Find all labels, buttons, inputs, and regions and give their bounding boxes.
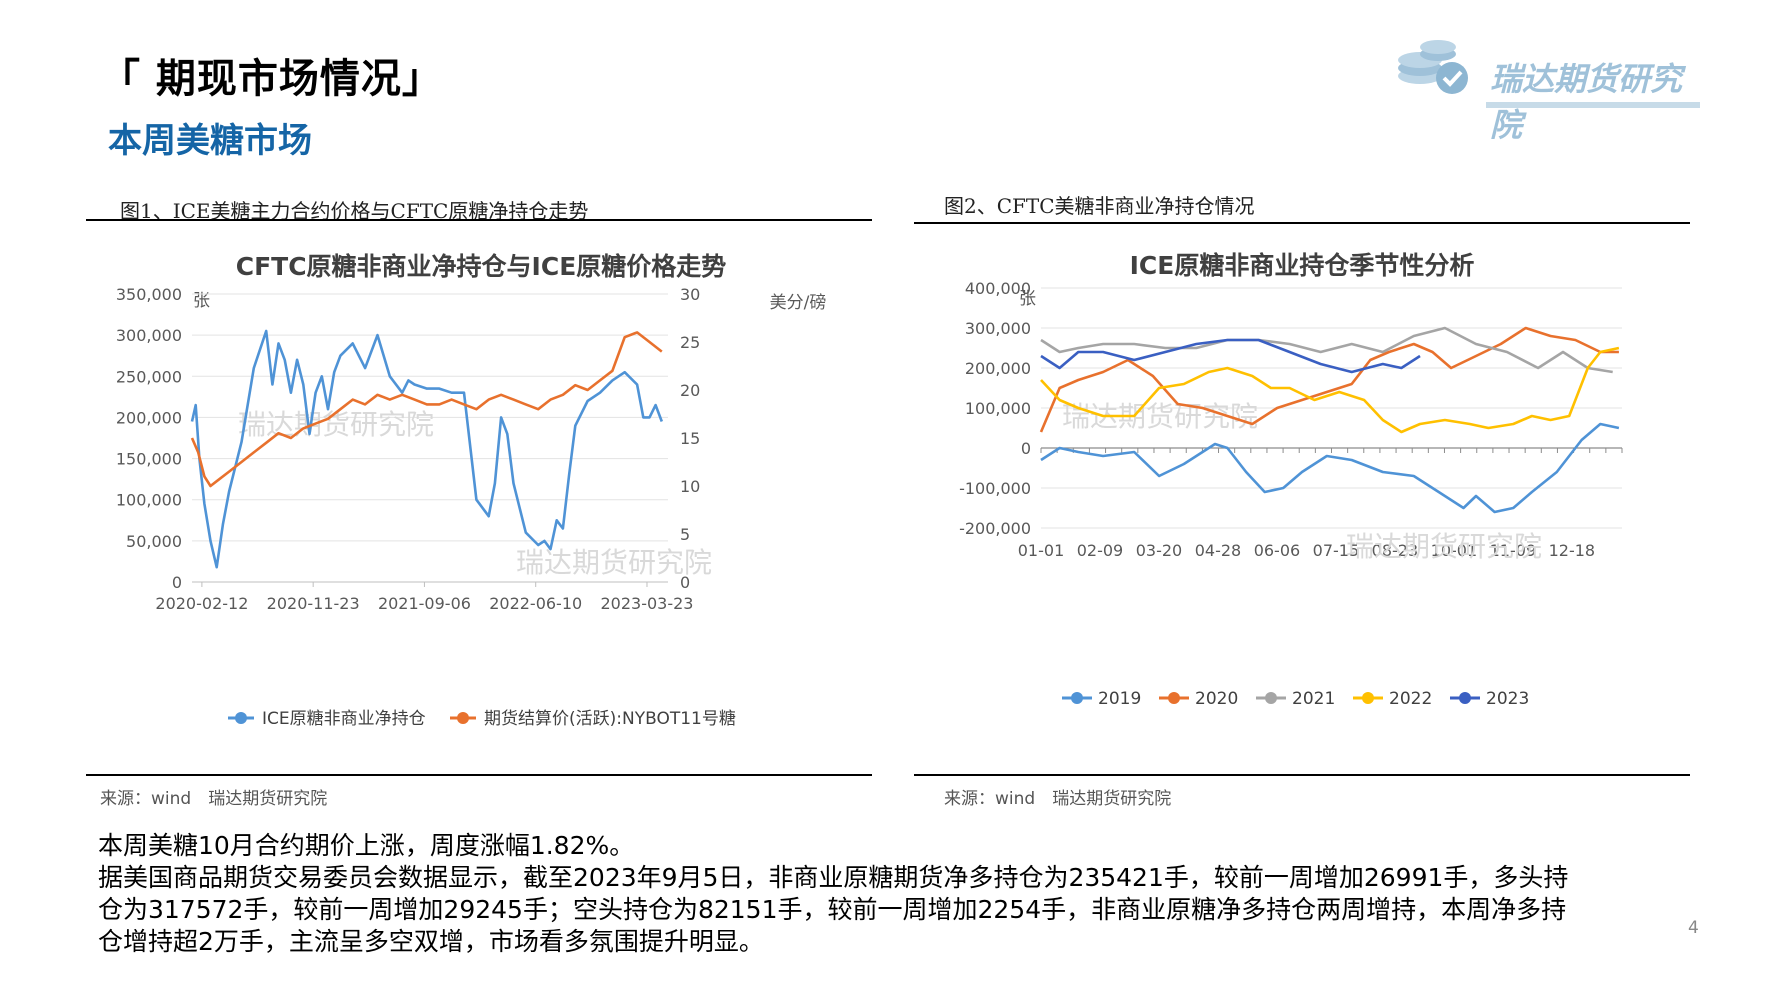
page-title: 「 期现市场情况」	[100, 56, 443, 102]
chart2-legend-label: 2020	[1195, 689, 1238, 709]
chart2-legend-label: 2022	[1389, 689, 1432, 709]
chart1-left-tick-label: 250,000	[116, 367, 182, 386]
figure2-caption: 图2、CFTC美糖非商业净持仓情况	[944, 194, 1255, 218]
page-number: 4	[1688, 918, 1699, 938]
chart1-x-tick-label: 2021-09-06	[378, 594, 471, 613]
chart2-x-tick-label: 08-23	[1372, 541, 1419, 560]
chart2-y-tick-label: -100,000	[959, 479, 1031, 498]
chart2-legend-marker	[1362, 692, 1374, 704]
chart1-legend-marker-1	[235, 712, 247, 724]
chart2-x-tick-label: 04-28	[1195, 541, 1242, 560]
chart1-left-tick-label: 150,000	[116, 450, 182, 469]
chart2-legend-label: 2023	[1486, 689, 1529, 709]
chart1-right-tick-label: 15	[680, 429, 700, 448]
chart1-series-1-line	[190, 329, 664, 569]
chart2-y-tick-label: -200,000	[959, 519, 1031, 538]
chart2-series-2020-line	[1039, 326, 1619, 433]
figure1-bottom-rule	[86, 774, 872, 776]
commentary-line-2: 据美国商品期货交易委员会数据显示，截至2023年9月5日，非商业原糖期货净多持仓…	[98, 863, 1569, 956]
chart1-left-tick-label: 350,000	[116, 285, 182, 304]
chart1-right-axis-unit: 美分/磅	[770, 293, 827, 313]
logo-text: 瑞达期货研究院	[1490, 60, 1683, 144]
chart2-title: ICE原糖非商业持仓季节性分析	[1130, 251, 1475, 280]
chart2-x-tick-label: 10-01	[1431, 541, 1478, 560]
chart1-x-tick-label: 2020-02-12	[155, 594, 248, 613]
chart2-x-tick-label: 06-06	[1254, 541, 1301, 560]
chart2-y-tick-label: 300,000	[965, 319, 1031, 338]
chart2-x-tick-label: 01-01	[1018, 541, 1065, 560]
chart2-x-tick-label: 07-15	[1313, 541, 1360, 560]
chart1-title: CFTC原糖非商业净持仓与ICE原糖价格走势	[236, 252, 727, 281]
chart2-legend-label: 2019	[1098, 689, 1141, 709]
chart1-left-axis-unit: 张	[193, 291, 210, 311]
chart1-legend-label-2: 期货结算价(活跃):NYBOT11号糖	[484, 709, 736, 729]
chart1-x-tick-label: 2022-06-10	[489, 594, 582, 613]
chart1-watermark-2: 瑞达期货研究院	[516, 546, 712, 579]
figure1-top-rule	[86, 219, 872, 221]
chart2-series-2019-line	[1040, 422, 1620, 514]
coins-icon	[1398, 40, 1700, 108]
chart1-left-tick-label: 100,000	[116, 491, 182, 510]
chart1-right-tick-label: 30	[680, 285, 700, 304]
commentary: 本周美糖10月合约期价上涨，周度涨幅1.82%。 据美国商品期货交易委员会数据显…	[98, 830, 1578, 958]
chart1-right-tick-label: 5	[680, 525, 690, 544]
chart1-right-tick-label: 0	[680, 573, 690, 592]
figure1-source: 来源：wind 瑞达期货研究院	[100, 789, 328, 809]
chart2-series-2022-line	[1040, 346, 1620, 434]
chart1-x-tick-label: 2023-03-23	[600, 594, 693, 613]
chart2-legend-marker	[1168, 692, 1180, 704]
chart2-axis-unit: 张	[1019, 289, 1036, 309]
chart2-x-tick-label: 03-20	[1136, 541, 1183, 560]
chart2-y-tick-label: 0	[1021, 439, 1031, 458]
chart2-y-tick-label: 100,000	[965, 399, 1031, 418]
chart2-y-tick-label: 200,000	[965, 359, 1031, 378]
figure2-bottom-rule	[914, 774, 1690, 776]
chart2-series-2023-line	[1040, 338, 1421, 374]
chart1-right-tick-label: 10	[680, 477, 700, 496]
chart2-x-tick-label: 12-18	[1549, 541, 1596, 560]
chart1-left-tick-label: 300,000	[116, 326, 182, 345]
chart1: CFTC原糖非商业净持仓与ICE原糖价格走势 张 美分/磅 350,000300…	[116, 252, 827, 729]
figure2-top-rule	[914, 222, 1690, 224]
company-logo: 瑞达期货研究院	[1390, 36, 1710, 144]
chart2-legend-marker	[1071, 692, 1083, 704]
chart1-legend-marker-2	[457, 712, 469, 724]
page-subtitle: 本周美糖市场	[108, 121, 312, 161]
commentary-line-1: 本周美糖10月合约期价上涨，周度涨幅1.82%。	[98, 831, 635, 860]
chart1-right-tick-label: 20	[680, 381, 700, 400]
chart1-x-tick-label: 2020-11-23	[267, 594, 360, 613]
chart1-left-tick-label: 0	[172, 573, 182, 592]
chart2-legend-marker	[1265, 692, 1277, 704]
chart1-right-tick-label: 25	[680, 333, 700, 352]
chart1-left-tick-label: 50,000	[126, 532, 182, 551]
figure2-source: 来源：wind 瑞达期货研究院	[944, 789, 1172, 809]
chart2-series-2021-line	[1040, 326, 1613, 374]
chart2-legend-marker	[1459, 692, 1471, 704]
chart1-left-tick-label: 200,000	[116, 408, 182, 427]
chart2: ICE原糖非商业持仓季节性分析 张 400,000 300,000 200,000 1…	[959, 251, 1623, 709]
chart2-x-tick-label: 11-09	[1490, 541, 1537, 560]
chart2-watermark-2: 瑞达期货研究院	[1346, 530, 1542, 563]
chart2-y-tick-label: 400,000	[965, 279, 1031, 298]
chart2-legend-label: 2021	[1292, 689, 1335, 709]
chart1-legend-label-1: ICE原糖非商业净持仓	[262, 709, 426, 729]
chart2-x-tick-label: 02-09	[1077, 541, 1124, 560]
chart1-series-2-line	[190, 331, 663, 488]
